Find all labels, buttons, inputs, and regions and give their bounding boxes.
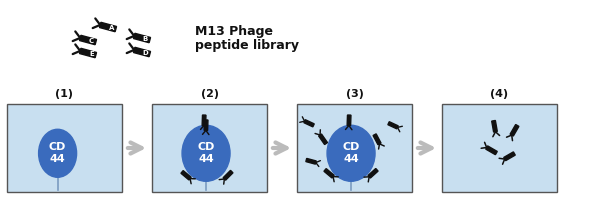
Ellipse shape [182, 125, 230, 181]
Polygon shape [373, 134, 381, 145]
Polygon shape [318, 134, 327, 145]
Ellipse shape [39, 129, 77, 177]
Text: CD
44: CD 44 [49, 142, 67, 164]
Polygon shape [204, 120, 208, 130]
Bar [442, 104, 557, 192]
Polygon shape [80, 48, 96, 58]
Polygon shape [324, 169, 334, 178]
Text: C: C [89, 38, 94, 44]
Bar [297, 104, 412, 192]
Polygon shape [134, 47, 150, 57]
Polygon shape [223, 170, 233, 180]
Polygon shape [347, 115, 351, 126]
Text: (3): (3) [346, 89, 364, 99]
Text: D: D [143, 50, 148, 56]
Polygon shape [134, 33, 150, 43]
Polygon shape [304, 120, 314, 127]
Polygon shape [492, 120, 497, 132]
Text: CD
44: CD 44 [197, 142, 215, 164]
Text: B: B [143, 36, 148, 42]
Polygon shape [486, 146, 497, 155]
Text: (1): (1) [55, 89, 74, 99]
Polygon shape [99, 22, 116, 32]
Text: CD
44: CD 44 [342, 142, 360, 164]
Text: peptide library: peptide library [195, 38, 299, 51]
Text: E: E [89, 51, 94, 57]
Text: (2): (2) [201, 89, 219, 99]
Polygon shape [202, 115, 206, 126]
Polygon shape [368, 168, 378, 178]
Ellipse shape [327, 125, 375, 181]
Polygon shape [306, 158, 316, 164]
Polygon shape [80, 35, 96, 45]
Polygon shape [388, 122, 398, 129]
Text: (4): (4) [491, 89, 508, 99]
Polygon shape [510, 125, 519, 136]
Polygon shape [504, 152, 515, 161]
Bar [152, 104, 267, 192]
Text: A: A [109, 25, 114, 31]
Text: M13 Phage: M13 Phage [195, 25, 273, 38]
Polygon shape [181, 171, 191, 180]
Bar [7, 104, 122, 192]
